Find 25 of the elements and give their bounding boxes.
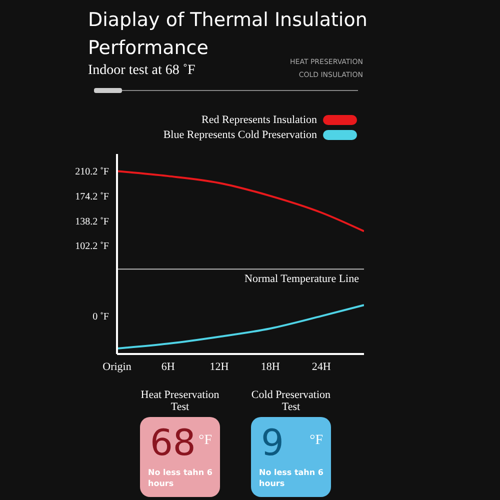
text: No less tahn 6 hours	[259, 467, 324, 489]
legend-label: Blue Represents Cold Preservation	[163, 129, 317, 141]
y-tick-label: 102.2 ˚F	[75, 241, 110, 252]
line-series	[117, 304, 364, 350]
x-tick-label: 18H	[260, 360, 280, 373]
y-tick-label: 138.2 ˚F	[75, 216, 110, 228]
legend-label: Red Represents Insulation	[202, 114, 317, 126]
x-tick-label: 6H	[161, 360, 175, 373]
chart-title: Diaplay of Thermal Insulation Performance	[88, 9, 368, 59]
line-series	[117, 170, 364, 232]
category-label: Cold Preservation Test	[250, 389, 332, 415]
text: °F	[310, 433, 323, 449]
y-tick-label: 210.2 ˚F	[75, 166, 110, 178]
data-label: 68	[150, 423, 196, 464]
y-tick-label: 0 ˚F	[92, 312, 110, 323]
x-tick-label: 12H	[210, 360, 229, 373]
chart-subtitle: Indoor test at 68 ˚F	[88, 63, 196, 79]
category-label: Heat Preservation Test	[140, 389, 220, 415]
text: No less tahn 6 hours	[148, 467, 214, 489]
x-tick-label: Origin	[102, 360, 132, 373]
data-label: 9	[261, 423, 284, 464]
y-tick-label: 174.2 ˚F	[75, 191, 110, 202]
x-tick-label: 24H	[312, 360, 331, 373]
text: °F	[198, 433, 212, 449]
ref-line-label: Normal Temperature Line	[244, 272, 360, 285]
